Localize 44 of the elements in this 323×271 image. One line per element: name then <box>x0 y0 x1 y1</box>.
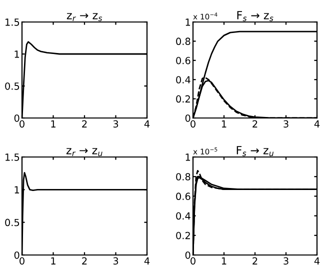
y-tick-label: 0 <box>185 251 190 259</box>
y-tick-label: 0.5 <box>5 218 20 226</box>
chart-title: z$_{r}$ → z$_{u}$ <box>66 148 102 156</box>
y-tick-label: 0.8 <box>176 173 190 180</box>
y-tick-label: 1 <box>14 186 20 194</box>
x-tick-label: 4 <box>144 257 150 264</box>
y-tick-label: 0.5 <box>5 82 20 90</box>
y-tick-label: 0.6 <box>176 192 190 200</box>
y-tick-label: 0 <box>185 114 190 122</box>
x-tick-label: 0 <box>20 120 24 128</box>
x-tick-label: 1 <box>222 257 226 264</box>
y-tick-label: 0.6 <box>176 56 190 64</box>
y-tick-label: 0.4 <box>176 212 190 220</box>
y-tick-label: 1 <box>186 18 190 26</box>
y-tick-label: 1.5 <box>6 18 20 26</box>
x-tick-label: 2 <box>82 257 87 264</box>
x-tick-label: 4 <box>314 120 320 128</box>
x-tick-label: 4 <box>144 120 150 128</box>
chart-title: z$_{r}$ → z$_{s}$ <box>66 13 102 22</box>
y-tick-label: 0 <box>14 251 20 259</box>
y-tick-label: 0.2 <box>176 95 190 103</box>
x-tick-label: 2 <box>252 120 258 128</box>
x-tick-label: 0 <box>190 257 196 265</box>
x-tick-label: 2 <box>252 257 258 264</box>
y-tick-label: 1.5 <box>6 154 20 161</box>
y-tick-label: 0.8 <box>176 38 190 46</box>
x-tick-label: 3 <box>284 257 288 265</box>
x-tick-label: 3 <box>113 120 118 128</box>
x-tick-label: 1 <box>51 120 56 128</box>
y-tick-label: 0 <box>14 114 20 122</box>
x-tick-label: 4 <box>314 257 320 264</box>
chart-title: F$_{s}$ → z$_{s}$ <box>237 11 274 22</box>
x-tick-label: 3 <box>284 120 288 128</box>
x-tick-label: 2 <box>82 120 87 128</box>
x-tick-label: 0 <box>20 257 24 265</box>
chart-title: F$_{s}$ → z$_{u}$ <box>236 146 274 156</box>
y-tick-label: 1 <box>186 154 190 161</box>
x-tick-label: 1 <box>222 120 226 128</box>
x-tick-label: 3 <box>113 257 118 265</box>
y-tick-label: 0.2 <box>176 232 190 240</box>
y-tick-label: 1 <box>14 50 20 58</box>
x-tick-label: 1 <box>51 257 56 264</box>
y-tick-label: 0.4 <box>176 76 190 84</box>
x-tick-label: 0 <box>190 120 196 128</box>
